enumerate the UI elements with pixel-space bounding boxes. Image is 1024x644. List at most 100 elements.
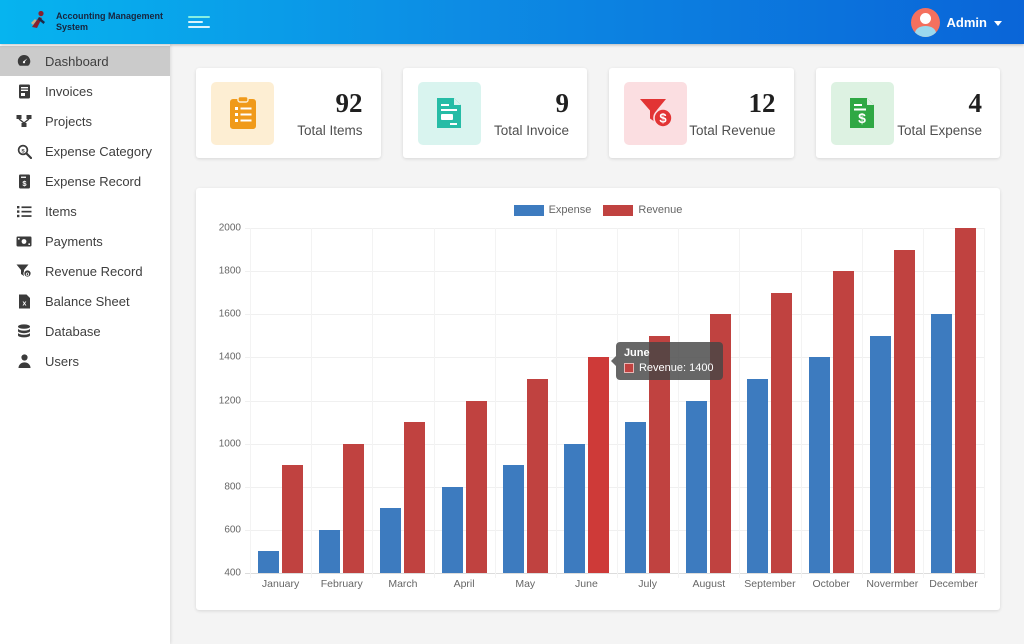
expense-bar-august[interactable] (686, 400, 708, 573)
sidebar-toggle-button[interactable] (182, 10, 216, 34)
sidebar-item-label: Projects (45, 113, 92, 129)
stat-value: 4 (968, 88, 983, 119)
x-tick-label: December (929, 578, 978, 590)
sidebar-item-label: Items (45, 203, 77, 219)
card-total-invoice: 9 Total Invoice (402, 68, 587, 158)
app-title-line2: System (56, 22, 89, 32)
revenue-bar-novermber[interactable] (893, 249, 915, 573)
stat-label: Total Items (297, 122, 363, 138)
x-tick-label: Novermber (866, 578, 919, 590)
file-excel-icon: x (16, 293, 32, 309)
app-logo-icon (28, 9, 49, 35)
card-total-revenue: $ 12 Total Revenue (609, 68, 794, 158)
money-bill-icon (16, 233, 32, 249)
sidebar-item-balance-sheet[interactable]: x Balance Sheet (0, 286, 170, 316)
revenue-bar-april[interactable] (465, 400, 487, 573)
v-gridline (800, 228, 802, 578)
expense-bar-novermber[interactable] (869, 335, 891, 573)
v-gridline (494, 228, 496, 578)
revenue-bar-february[interactable] (343, 443, 365, 573)
chart-legend: Expense Revenue (212, 202, 984, 218)
svg-text:$: $ (659, 111, 667, 126)
funnel-dollar-icon: o (16, 263, 32, 279)
stat-label: Total Invoice (493, 122, 569, 138)
user-name: Admin (946, 14, 987, 30)
expense-bar-july[interactable] (625, 422, 647, 573)
sidebar-item-invoices[interactable]: Invoices (0, 76, 170, 106)
revenue-bar-december[interactable] (954, 228, 976, 573)
sidebar-item-dashboard[interactable]: Dashboard (0, 46, 170, 76)
expense-bar-march[interactable] (380, 508, 402, 573)
expense-bar-december[interactable] (930, 314, 952, 573)
main-content: 92 Total Items 9 Total Invoice $ 12 (170, 44, 1024, 644)
app-title-line1: Accounting Management (56, 10, 164, 21)
sidebar-item-label: Revenue Record (45, 263, 143, 279)
h-gridline (245, 529, 984, 531)
legend-label: Revenue (638, 204, 683, 216)
legend-swatch (603, 204, 634, 216)
sidebar-item-label: Users (45, 353, 79, 369)
card-total-expense: $ 4 Total Expense (815, 68, 1000, 158)
funnel-dollar-icon: $ (624, 81, 687, 145)
revenue-bar-july[interactable] (649, 335, 671, 573)
y-tick-label: 1600 (218, 308, 241, 320)
expense-bar-september[interactable] (747, 378, 769, 573)
v-gridline (861, 228, 863, 578)
bar-group-october (801, 228, 862, 573)
y-tick-label: 600 (224, 524, 241, 536)
sidebar-item-projects[interactable]: Projects (0, 106, 170, 136)
app-logo[interactable]: Accounting Management System (0, 9, 170, 35)
sidebar-item-expense-record[interactable]: $ Expense Record (0, 166, 170, 196)
sidebar-item-label: Invoices (45, 83, 93, 99)
revenue-bar-january[interactable] (282, 465, 304, 573)
y-tick-label: 1200 (218, 395, 241, 406)
expense-bar-february[interactable] (319, 529, 341, 573)
hamburger-icon (188, 16, 210, 18)
sidebar-item-expense-category[interactable]: s Expense Category (0, 136, 170, 166)
svg-text:o: o (26, 272, 30, 278)
expense-bar-october[interactable] (808, 357, 830, 573)
revenue-bar-august[interactable] (710, 314, 732, 573)
svg-text:$: $ (858, 110, 866, 126)
expense-bar-june[interactable] (563, 443, 585, 573)
v-gridline (433, 228, 435, 578)
clipboard-list-icon (211, 81, 274, 145)
sidebar-item-revenue-record[interactable]: o Revenue Record (0, 256, 170, 286)
project-diagram-icon (16, 113, 32, 129)
y-tick-label: 2000 (218, 222, 241, 234)
sidebar-item-label: Dashboard (45, 53, 109, 69)
revenue-bar-may[interactable] (526, 378, 548, 573)
bar-group-may (495, 228, 556, 573)
x-tick-label: March (388, 578, 418, 590)
sidebar-item-users[interactable]: Users (0, 346, 170, 376)
bar-group-february (311, 228, 372, 573)
expense-bar-april[interactable] (441, 486, 463, 573)
file-invoice-dollar-icon: $ (830, 81, 894, 145)
expense-bar-january[interactable] (258, 551, 280, 573)
user-menu[interactable]: Admin (910, 7, 1024, 37)
expense-bar-may[interactable] (502, 465, 524, 573)
stat-label: Total Expense (897, 122, 982, 138)
chart-plot[interactable]: June Revenue: 1400 (245, 228, 985, 578)
sidebar-item-payments[interactable]: Payments (0, 226, 170, 256)
h-gridline (245, 486, 984, 488)
legend-item-expense[interactable]: Expense (513, 204, 591, 216)
revenue-bar-june[interactable] (587, 357, 609, 573)
x-tick-label: February (320, 578, 363, 590)
h-gridline (245, 314, 984, 316)
sidebar-item-database[interactable]: Database (0, 316, 170, 346)
h-gridline (245, 443, 984, 445)
x-tick-label: January (261, 578, 300, 590)
legend-item-revenue[interactable]: Revenue (603, 204, 682, 216)
revenue-bar-october[interactable] (832, 271, 854, 573)
database-icon (16, 323, 32, 339)
v-gridline (739, 228, 741, 578)
v-gridline (984, 228, 985, 578)
revenue-bar-march[interactable] (404, 422, 426, 573)
h-gridline (245, 228, 984, 229)
x-tick-label: October (812, 578, 850, 590)
sidebar-item-items[interactable]: Items (0, 196, 170, 226)
revenue-bar-september[interactable] (771, 292, 793, 573)
v-gridline (617, 228, 618, 578)
stat-value: 92 (335, 88, 363, 119)
